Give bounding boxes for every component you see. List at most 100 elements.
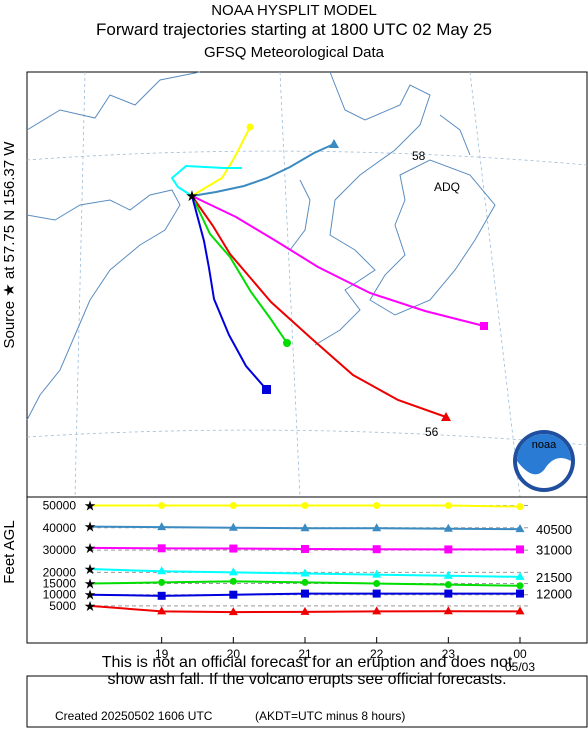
marker: [443, 606, 453, 615]
trajectory: [191, 195, 485, 327]
start-star: ★: [84, 540, 97, 556]
trajectory: [191, 195, 267, 390]
start-star: ★: [84, 561, 97, 577]
marker: [157, 522, 167, 531]
marker: [444, 502, 452, 509]
y-tick-label: 40000: [43, 521, 77, 535]
marker: [372, 545, 381, 554]
station-label: ADQ: [434, 180, 460, 194]
right-label: 31000: [536, 542, 572, 557]
trajectory: [191, 195, 447, 418]
y-axis-label: Feet AGL: [1, 520, 18, 583]
marker: [443, 523, 453, 532]
lat-label: 58: [412, 149, 426, 163]
trajectory-end: [246, 123, 254, 131]
start-star: ★: [84, 576, 97, 592]
marker: [516, 503, 524, 511]
marker: [157, 566, 167, 575]
trajectory: [170, 164, 242, 197]
marker: [300, 606, 310, 615]
disclaimer: show ash fall. If the volcano erupts see…: [107, 671, 506, 688]
marker: [516, 589, 524, 598]
start-star: ★: [84, 587, 97, 603]
svg-text:noaa: noaa: [532, 439, 557, 451]
disclaimer: This is not an official forecast for an …: [102, 654, 513, 671]
marker: [444, 545, 453, 554]
right-label: 40500: [536, 522, 572, 537]
trajectory: [191, 143, 335, 197]
time-note: (AKDT=UTC minus 8 hours): [255, 709, 405, 723]
marker: [372, 589, 381, 598]
marker: [300, 568, 310, 577]
marker: [157, 544, 166, 553]
marker: [301, 578, 309, 586]
marker: [372, 606, 382, 615]
map-frame: [26, 71, 588, 498]
marker: [515, 571, 525, 580]
trajectory-end: [262, 385, 271, 394]
x-tick-label: 00: [513, 647, 527, 661]
x-tick-label: 20: [227, 647, 241, 661]
source-label: Source ★ at 57.75 N 156.37 W: [1, 141, 18, 349]
footer-frame: [26, 675, 588, 728]
marker: [373, 580, 381, 588]
marker: [228, 567, 238, 576]
trajectory: [191, 195, 288, 344]
marker: [372, 523, 382, 532]
x-date-label: 05/03: [505, 660, 535, 674]
start-star: ★: [84, 498, 97, 514]
marker: [373, 502, 381, 509]
x-tick-label: 23: [442, 647, 456, 661]
footer: This is not an official forecast for an …: [26, 654, 588, 728]
trajectory-end: [480, 322, 488, 330]
right-label: 21500: [536, 570, 572, 585]
marker: [158, 578, 166, 586]
y-tick-label: 50000: [43, 499, 77, 513]
marker: [229, 502, 237, 509]
source-star: ★: [185, 188, 198, 205]
title-line3: GFSQ Meteorological Data: [204, 44, 385, 61]
start-star: ★: [84, 519, 97, 535]
right-label: 12000: [536, 587, 572, 602]
marker: [301, 589, 309, 598]
graticule: [26, 71, 588, 498]
marker: [229, 590, 238, 599]
marker: [228, 522, 238, 531]
marker: [516, 582, 524, 590]
marker: [300, 523, 310, 532]
title-line2: Forward trajectories starting at 1800 UT…: [96, 20, 492, 39]
x-tick-label: 21: [298, 647, 312, 661]
marker: [229, 544, 238, 553]
trajectory: [191, 126, 251, 197]
y-tick-label: 10000: [43, 588, 77, 602]
marker: [515, 606, 525, 615]
marker: [444, 589, 453, 598]
marker: [443, 570, 453, 579]
trajectory-end: [283, 339, 291, 347]
marker: [444, 581, 452, 589]
marker: [516, 545, 524, 554]
x-tick-label: 22: [370, 647, 384, 661]
lat-label: 56: [425, 425, 439, 439]
marker: [229, 577, 237, 585]
marker: [158, 502, 166, 509]
noaa-logo: noaa: [513, 430, 575, 492]
marker: [301, 544, 309, 553]
trajectory-end: [329, 139, 339, 148]
y-tick-label: 5000: [49, 599, 76, 613]
marker: [157, 591, 166, 600]
y-tick-label: 15000: [43, 577, 77, 591]
map-panel: 58 56 ADQ ★ noaa Source ★ at 57.75 N 156…: [1, 71, 588, 498]
y-tick-label: 30000: [43, 543, 77, 557]
marker: [157, 606, 167, 615]
marker: [515, 524, 525, 533]
marker: [301, 502, 309, 509]
created: Created 20250502 1606 UTC: [55, 709, 213, 723]
y-tick-label: 20000: [43, 565, 77, 579]
marker: [372, 569, 382, 578]
x-tick-label: 19: [155, 647, 169, 661]
start-star: ★: [84, 598, 97, 614]
marker: [228, 607, 238, 616]
